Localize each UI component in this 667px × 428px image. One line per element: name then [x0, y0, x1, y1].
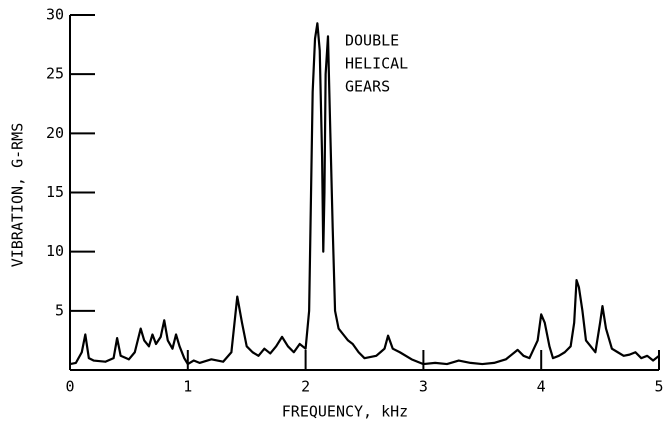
y-tick-label: 20	[46, 124, 64, 142]
y-tick-label: 5	[55, 301, 64, 319]
y-tick-label: 30	[46, 6, 64, 24]
x-tick-label: 5	[654, 378, 663, 396]
y-tick-label: 10	[46, 242, 64, 260]
x-tick-label: 1	[183, 378, 192, 396]
y-tick-label: 25	[46, 65, 64, 83]
x-axis-label: FREQUENCY, kHz	[282, 403, 408, 421]
y-tick-label: 15	[46, 183, 64, 201]
annotation: DOUBLE	[345, 32, 399, 50]
data-line	[69, 22, 660, 366]
y-axis-label: VIBRATION, G-RMS	[9, 123, 27, 268]
x-tick-label: 2	[301, 378, 310, 396]
annotation: HELICAL	[345, 55, 408, 73]
x-tick-label: 4	[537, 378, 546, 396]
x-tick-label: 3	[419, 378, 428, 396]
annotation: GEARS	[345, 78, 390, 96]
x-tick-label: 0	[65, 378, 74, 396]
